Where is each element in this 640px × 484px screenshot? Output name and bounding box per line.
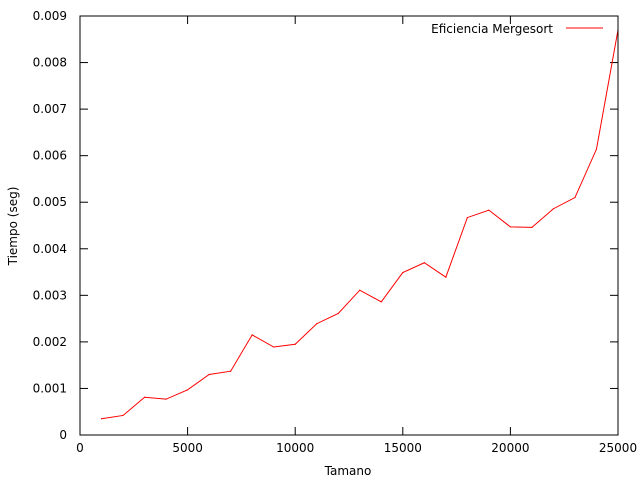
y-tick-label: 0.003	[33, 288, 67, 302]
y-tick-label: 0.004	[33, 242, 67, 256]
data-point	[531, 226, 533, 228]
data-point	[165, 398, 167, 400]
data-point	[122, 414, 124, 417]
y-tick-label: 0.006	[33, 149, 67, 163]
data-point	[359, 289, 361, 291]
x-tick-label: 5000	[172, 441, 203, 455]
data-point	[445, 276, 447, 278]
x-tick-label: 10000	[276, 441, 314, 455]
y-tick-label: 0.005	[33, 195, 67, 209]
y-tick-label: 0	[59, 428, 67, 442]
y-tick-label: 0.009	[33, 9, 67, 23]
x-tick-label: 0	[76, 441, 84, 455]
y-tick-label: 0.007	[33, 102, 67, 116]
ticks-layer: 0 5000 10000 15000 20000 25000 0 0.001 0.002 0.00…	[33, 9, 637, 455]
data-point	[402, 271, 404, 274]
y-tick-label: 0.008	[33, 56, 67, 70]
data-point	[595, 148, 598, 150]
y-axis-label: Tiempo (seg)	[6, 187, 20, 267]
legend: Eficiencia Mergesort	[431, 22, 603, 36]
data-point	[294, 343, 296, 345]
data-point	[423, 262, 425, 264]
data-point	[187, 389, 189, 391]
data-point	[273, 346, 275, 348]
data-point	[208, 373, 210, 376]
data-point	[100, 418, 103, 420]
data-point	[316, 323, 318, 325]
data-point	[380, 301, 382, 303]
series-layer	[100, 29, 619, 420]
x-tick-label: 25000	[599, 441, 637, 455]
x-tick-label: 15000	[384, 441, 422, 455]
plot-frame	[79, 15, 619, 436]
y-tick-label: 0.002	[33, 335, 67, 349]
data-point	[509, 226, 511, 228]
data-point	[466, 216, 468, 219]
data-point	[574, 196, 576, 199]
data-point	[488, 209, 490, 211]
legend-label: Eficiencia Mergesort	[431, 22, 553, 36]
data-point	[337, 312, 339, 315]
data-point	[143, 396, 146, 398]
data-point	[251, 334, 253, 336]
x-axis-label: Tamano	[324, 464, 372, 478]
data-point	[230, 370, 232, 372]
x-tick-label: 20000	[491, 441, 529, 455]
y-tick-label: 0.001	[33, 381, 67, 395]
data-point	[552, 208, 555, 210]
